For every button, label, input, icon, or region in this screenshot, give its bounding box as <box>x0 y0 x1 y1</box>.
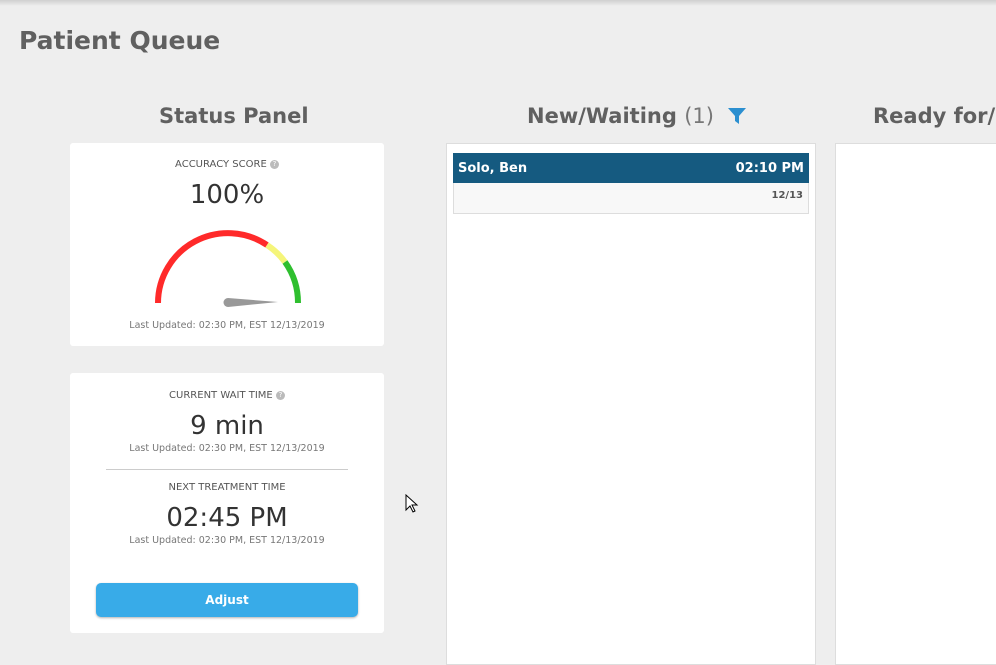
gauge-green <box>282 260 302 304</box>
patient-time: 02:10 PM <box>735 160 804 176</box>
patient-date: 12/13 <box>453 183 809 214</box>
new-waiting-heading: New/Waiting (1) <box>527 104 747 128</box>
adjust-button[interactable]: Adjust <box>96 583 358 617</box>
gauge-yellow <box>265 242 288 264</box>
wait-label: Current Wait Time ? <box>70 390 384 401</box>
help-icon[interactable]: ? <box>275 390 285 400</box>
gauge-red <box>155 230 269 304</box>
top-shadow <box>0 0 996 6</box>
accuracy-gauge <box>155 230 302 307</box>
ready-column <box>835 143 996 665</box>
status-panel-heading: Status Panel <box>159 104 309 128</box>
next-value: 02:45 PM <box>166 503 288 533</box>
wait-updated: Last Updated: 02:30 PM, EST 12/13/2019 <box>129 443 325 454</box>
wait-value: 9 min <box>190 411 264 441</box>
accuracy-value: 100% <box>189 180 265 210</box>
mouse-cursor-icon <box>405 494 419 513</box>
patient-name: Solo, Ben <box>458 160 528 176</box>
gauge-needle <box>223 298 278 307</box>
wait-card: Current Wait Time ? 9 min Last Updated: … <box>70 373 384 633</box>
divider <box>106 469 348 470</box>
page-title: Patient Queue <box>19 26 221 55</box>
accuracy-updated: Last Updated: 02:30 PM, EST 12/13/2019 <box>129 320 325 331</box>
accuracy-card: Accuracy Score ? 100% Last Updated: 02:3… <box>70 143 384 346</box>
next-updated: Last Updated: 02:30 PM, EST 12/13/2019 <box>129 535 325 546</box>
new-waiting-label: New/Waiting <box>527 104 677 128</box>
new-waiting-column: Solo, Ben 02:10 PM 12/13 <box>446 143 816 665</box>
patient-card[interactable]: Solo, Ben 02:10 PM 12/13 <box>453 153 809 214</box>
filter-icon[interactable] <box>727 107 747 125</box>
ready-heading: Ready for/w <box>873 104 996 128</box>
next-label: Next Treatment Time <box>168 482 286 493</box>
accuracy-label: Accuracy Score ? <box>70 159 384 170</box>
new-waiting-count: (1) <box>684 104 714 128</box>
help-icon[interactable]: ? <box>269 159 279 169</box>
